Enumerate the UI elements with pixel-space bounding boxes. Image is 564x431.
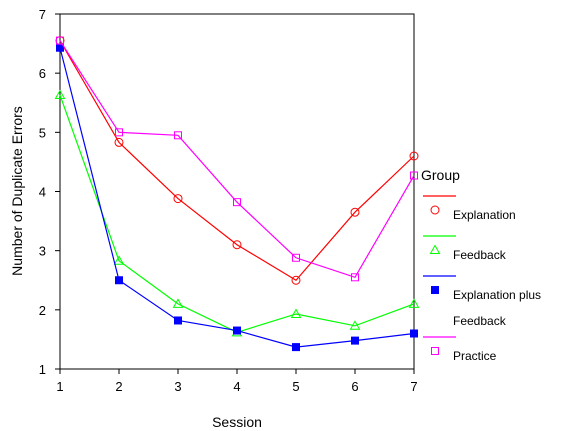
data-point [291,275,301,285]
legend-label: Practice [453,349,497,363]
x-tick-label: 2 [115,379,122,394]
y-axis-label: Number of Duplicate Errors [9,106,25,276]
legend-item-3: Practice [423,336,497,363]
x-tick-label: 1 [56,379,63,394]
data-point [233,198,241,207]
data-point [54,89,66,100]
data-point [173,194,183,204]
legend-marker [430,205,440,215]
legend-marker [431,286,439,294]
data-point [292,343,300,352]
data-point [56,36,64,45]
y-tick-label: 3 [39,244,46,259]
series-3 [56,36,418,282]
y-tick-label: 2 [39,303,46,318]
data-point [174,316,182,325]
data-point [350,207,360,217]
data-point [292,253,300,262]
y-tick-label: 7 [39,7,46,22]
legend-label: Feedback [453,314,507,328]
x-tick-label: 7 [410,379,417,394]
data-point [113,255,125,265]
data-point [114,137,124,147]
legend-item-1: Feedback [423,235,507,262]
data-point [290,308,302,318]
plot-frame [59,13,415,370]
legend-label: Feedback [453,248,507,262]
data-point [410,329,418,338]
data-point [409,151,419,161]
y-tick-label: 4 [39,185,46,200]
x-tick-label: 3 [174,379,181,394]
legend-item-0: Explanation [423,195,516,222]
series-layer [54,36,420,352]
series-line [59,40,415,282]
series-line [59,40,415,279]
data-point [232,240,242,250]
y-tick-label: 5 [39,125,46,140]
legend-title: Group [421,167,460,183]
data-point [174,131,182,140]
data-point [351,336,359,345]
legend-marker [429,244,441,254]
legend-marker [431,347,439,355]
y-tick-label: 1 [39,362,46,377]
y-tick-label: 6 [39,66,46,81]
data-point [351,273,359,282]
x-tick-label: 5 [292,379,299,394]
data-point [115,276,123,285]
axes: 1 2 3 4 5 6 7 1 2 3 4 5 6 7 [39,7,418,394]
data-point [115,128,123,137]
series-2 [56,43,418,352]
x-axis-label: Session [212,414,262,430]
data-point [233,326,241,335]
data-point [408,298,420,308]
legend-label: Explanation plus [453,288,541,302]
x-tick-label: 6 [351,379,358,394]
data-point [172,298,184,308]
data-point [349,320,361,330]
legend-label: Explanation [453,208,516,222]
legend-item-2: Explanation plus Feedback [423,275,541,328]
x-tick-label: 4 [233,379,240,394]
data-point [410,171,418,180]
